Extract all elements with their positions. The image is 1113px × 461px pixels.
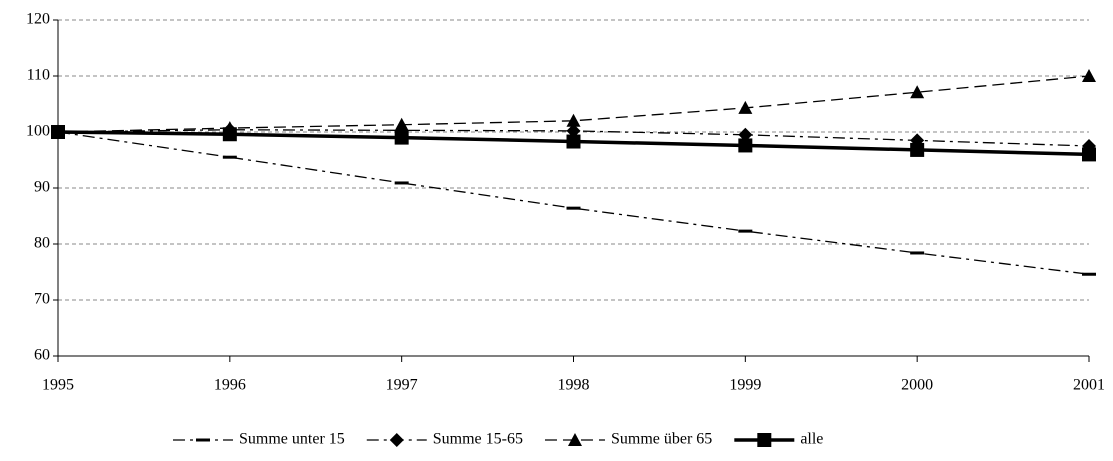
y-tick-label: 120 [26, 11, 50, 28]
marker [910, 85, 925, 99]
marker [910, 251, 925, 255]
marker [222, 155, 237, 159]
marker [738, 127, 753, 142]
marker [51, 125, 65, 139]
marker [1082, 147, 1096, 162]
x-tick-label: 1996 [214, 377, 246, 394]
marker [567, 433, 582, 446]
y-tick-label: 100 [26, 123, 50, 140]
x-tick-label: 2001 [1073, 377, 1105, 394]
marker [757, 433, 772, 447]
series-line [57, 131, 1090, 275]
y-tick-label: 90 [34, 179, 50, 196]
marker [910, 142, 925, 157]
legend-label: Summe unter 15 [239, 431, 345, 448]
marker [394, 117, 409, 131]
x-tick-label: 1999 [729, 377, 761, 394]
marker [738, 138, 753, 153]
marker [394, 130, 409, 145]
marker [738, 100, 753, 114]
legend: Summe unter 15 Summe 15-65 Summe über 65 al… [173, 431, 823, 448]
marker [1082, 69, 1096, 82]
marker [222, 127, 237, 142]
legend-label: Summe über 65 [611, 431, 712, 448]
marker [738, 229, 753, 233]
x-tick-label: 1998 [558, 377, 590, 394]
y-tick-label: 60 [34, 347, 50, 364]
marker [196, 438, 210, 442]
legend-label: alle [800, 431, 823, 448]
marker [566, 123, 581, 138]
y-tick-label: 110 [27, 67, 50, 84]
x-tick-label: 1997 [386, 377, 418, 394]
x-tick-label: 2000 [901, 377, 933, 394]
x-tick-label: 1995 [42, 377, 74, 394]
marker [394, 181, 409, 185]
marker [389, 433, 404, 447]
y-tick-label: 70 [34, 291, 50, 308]
y-tick-label: 80 [34, 235, 50, 252]
marker [566, 206, 581, 210]
legend-label: Summe 15-65 [433, 431, 523, 448]
marker [566, 134, 581, 149]
marker [1082, 272, 1096, 276]
marker [566, 113, 581, 127]
